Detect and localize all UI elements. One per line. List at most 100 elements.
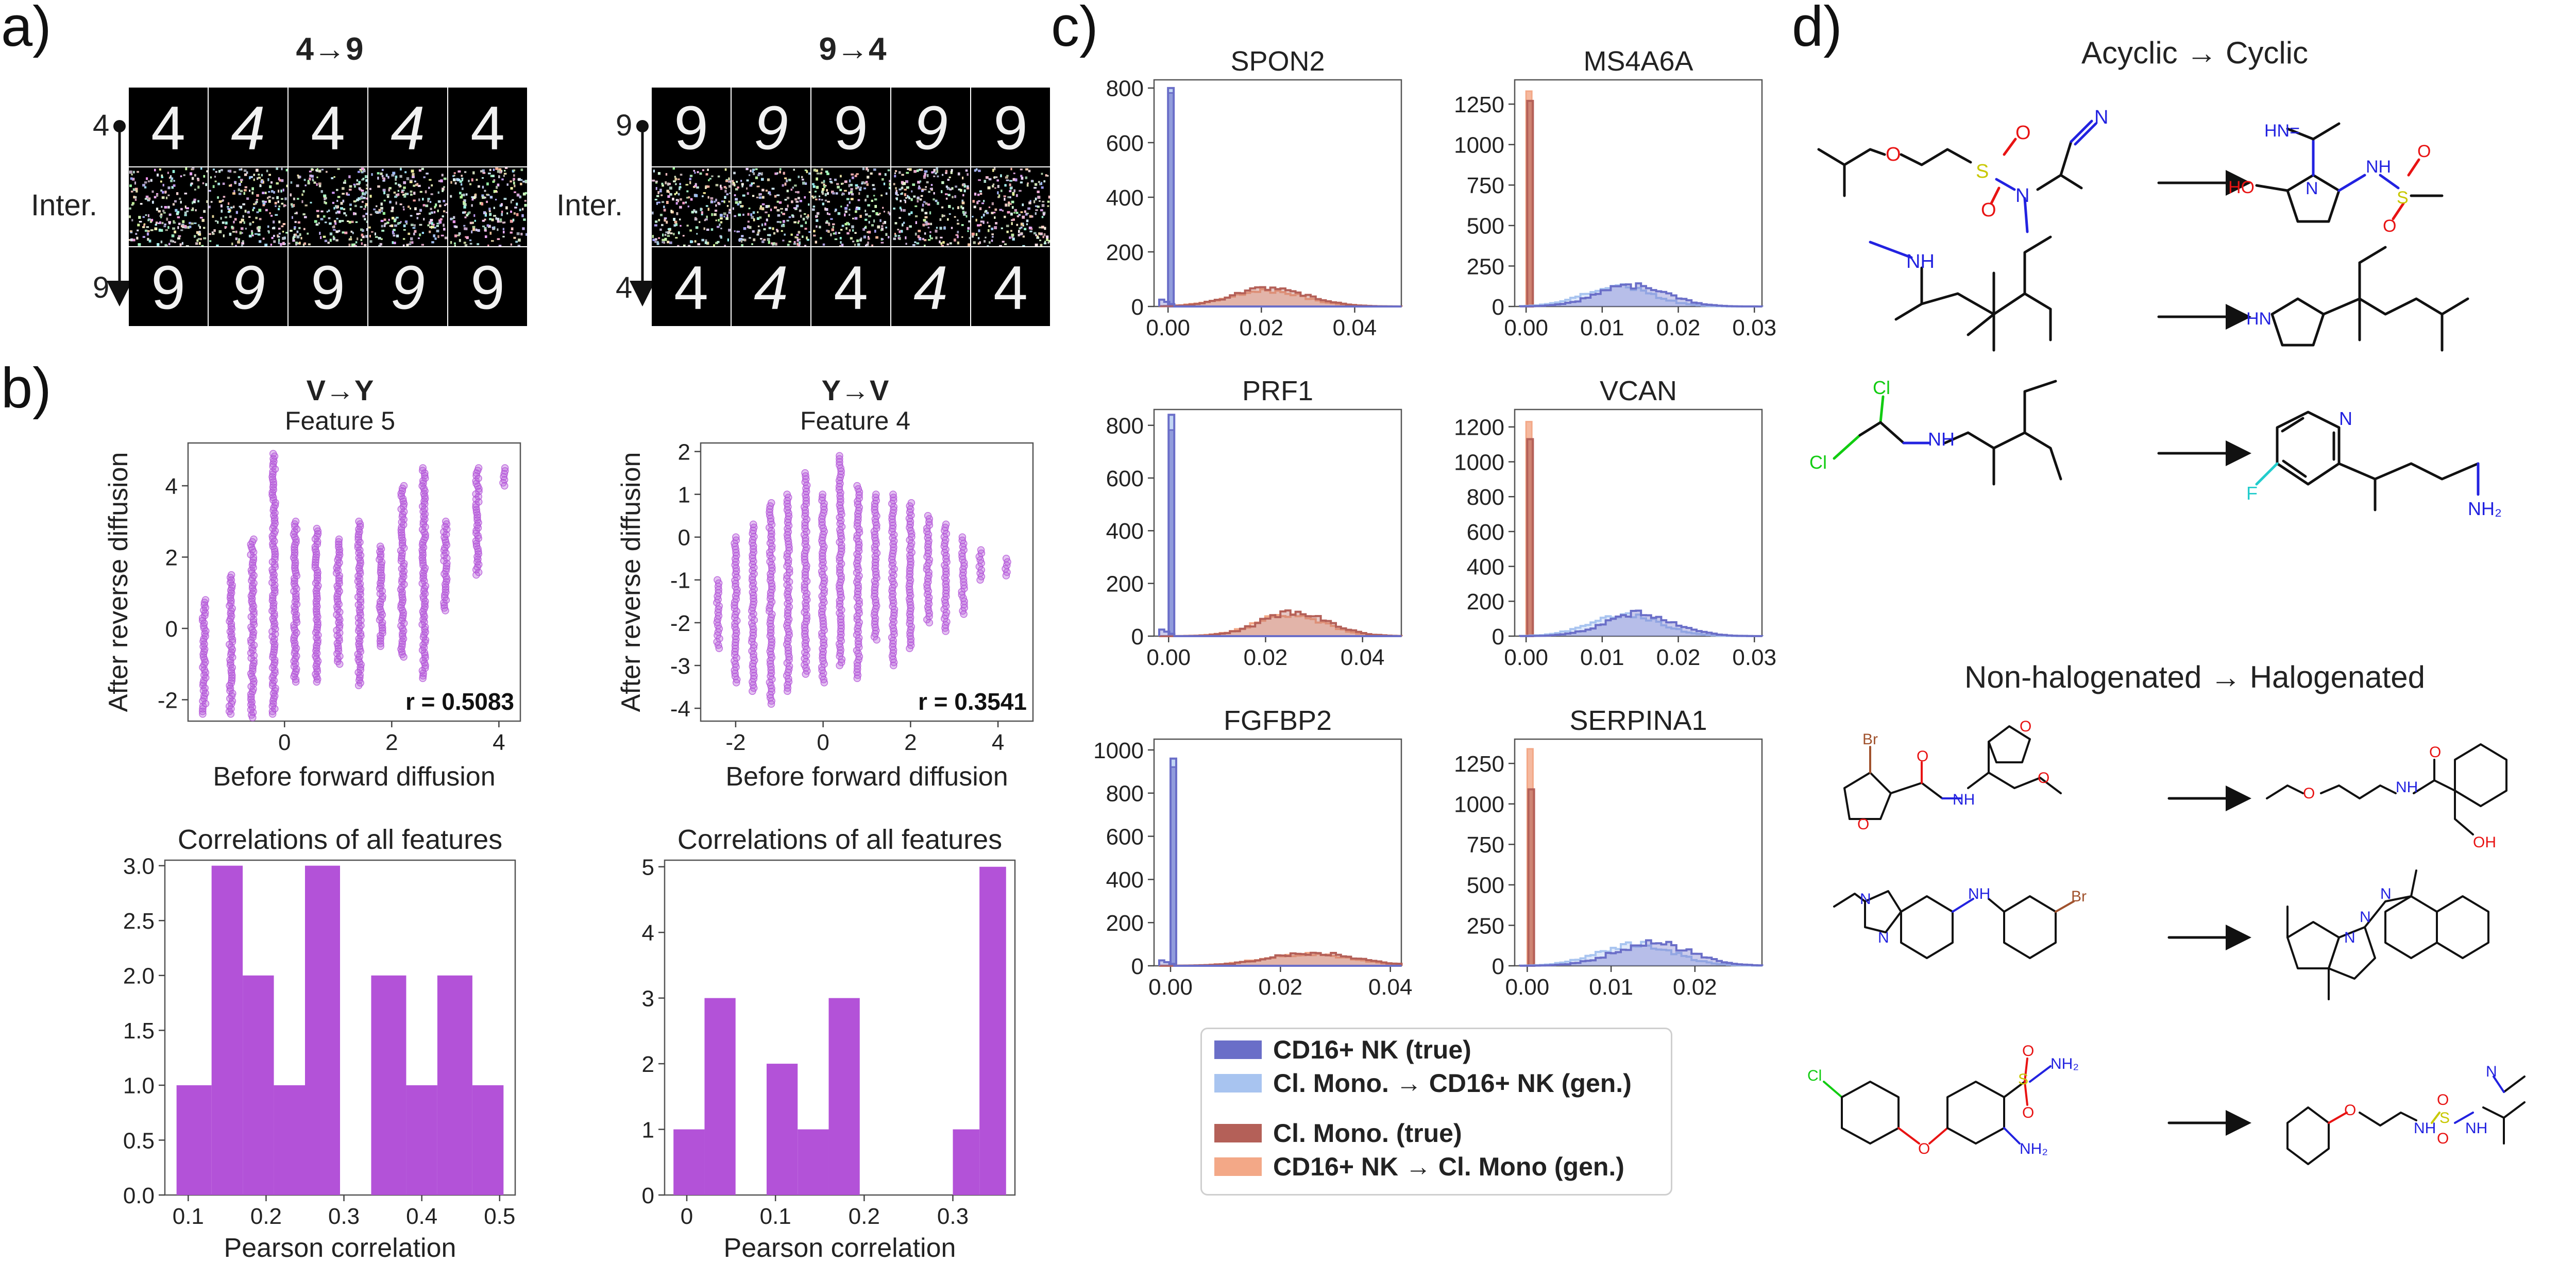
mnist-left-cell: 9 — [209, 247, 287, 326]
scatter-point — [889, 490, 897, 498]
y-tick-label: 0 — [1492, 295, 1504, 320]
d-atom-label: O — [2022, 1104, 2034, 1121]
c-legend-item-nk-true: CD16+ NK (true) — [1214, 1034, 1471, 1065]
scatter-point — [398, 534, 406, 542]
y-tick-label: 1000 — [1454, 450, 1504, 475]
scatter-point — [334, 647, 343, 655]
c-legend-label-nk-gen: Cl. Mono. → CD16+ NK (gen.) — [1273, 1069, 1632, 1098]
mnist-left-cell — [209, 167, 287, 246]
x-tick-label: 0.2 — [250, 1204, 282, 1229]
hist-bar — [211, 865, 243, 1195]
scatter-point — [819, 490, 826, 498]
c-hist-prf1: PRF1 0.00 0.02 0.04 0 200 400 600 800 — [1106, 376, 1403, 670]
scatter-point — [335, 551, 344, 559]
d-atom-label: NH — [1968, 885, 1990, 902]
x-tick-label: 0.04 — [1341, 645, 1385, 670]
correlation-annotation: r = 0.3541 — [918, 688, 1027, 715]
scatter-point — [440, 557, 448, 565]
y-tick-label: 0 — [1492, 954, 1504, 979]
panel-a-left-top-label: 4 — [93, 109, 110, 142]
scatter-point — [355, 642, 363, 651]
plot-frame — [187, 442, 521, 722]
y-tick-label: 2.0 — [123, 964, 155, 989]
scatter-point — [472, 501, 480, 508]
scatter-point — [942, 520, 950, 528]
x-axis-label: Before forward diffusion — [725, 762, 1008, 792]
scatter-point — [354, 536, 362, 543]
plot-frame — [1153, 408, 1402, 637]
scatter-point — [836, 452, 843, 460]
y-tick-label: 200 — [1106, 911, 1144, 936]
y-tick-label: 0 — [1131, 624, 1144, 650]
y-tick-label: 4 — [642, 920, 654, 946]
y-tick-label: 2.5 — [123, 909, 155, 934]
d-atom-label: HN — [2246, 309, 2272, 329]
scatter-point — [907, 499, 916, 507]
panel-label-d: d) — [1792, 0, 1842, 58]
scatter-point — [377, 569, 385, 577]
mnist-right-cell: 4 — [652, 247, 731, 326]
y-tick-label: 0 — [678, 525, 690, 551]
y-tick-label: 800 — [1106, 414, 1144, 439]
scatter-point — [271, 553, 279, 561]
mnist-right-cell — [891, 167, 970, 246]
y-tick-label: 800 — [1106, 781, 1144, 807]
scatter-point — [378, 626, 386, 635]
x-tick-label: 0.4 — [406, 1204, 437, 1229]
scatter-point — [398, 541, 406, 550]
c-legend-swatch-mono-true — [1214, 1124, 1262, 1142]
y-tick-label: 600 — [1106, 466, 1144, 491]
d-atom-label: Cl — [1809, 452, 1827, 473]
d-atom-label: S — [1976, 161, 1989, 182]
scatter-point — [228, 676, 236, 685]
plot-frame — [1514, 408, 1763, 637]
scatter-point — [801, 469, 809, 477]
scatter-point — [335, 577, 343, 585]
x-tick-label: 0.02 — [1244, 645, 1288, 670]
mnist-right-cell: 9 — [732, 88, 810, 166]
d-atom-label: O — [1981, 199, 1996, 221]
scatter-point — [291, 567, 299, 575]
hist-bar — [176, 1085, 212, 1195]
y-tick-label: 600 — [1467, 520, 1504, 545]
mnist-left-cell — [289, 167, 367, 246]
y-tick-label: 1000 — [1454, 133, 1504, 158]
scatter-point — [379, 629, 386, 637]
scatter-point — [419, 464, 427, 472]
mnist-left-cell — [129, 167, 208, 246]
hist-bar — [766, 1064, 798, 1195]
x-tick-label: 2 — [904, 730, 917, 755]
x-tick-label: 0.00 — [1504, 645, 1548, 670]
mnist-right-digit: 4 — [754, 253, 788, 322]
mnist-left-cell: 9 — [289, 247, 367, 326]
y-tick-label: 600 — [1106, 131, 1144, 156]
mnist-right-digit: 9 — [754, 93, 788, 162]
plot-frame — [1153, 79, 1402, 308]
mnist-right-digit: 9 — [993, 93, 1028, 162]
spike-bar — [1526, 99, 1534, 308]
d-atom-label: O — [1886, 144, 1901, 165]
y-tick-label: 400 — [1467, 554, 1504, 579]
scatter-point — [398, 593, 406, 601]
d-mol-4-reactant — [1843, 725, 2062, 820]
mnist-left-digit: 4 — [311, 93, 345, 162]
d-mol-2-reactant — [1869, 235, 2052, 352]
scatter-point — [1002, 555, 1010, 562]
d-mol-6-product — [2286, 1076, 2526, 1165]
scatter-point — [442, 586, 450, 593]
y-axis-label: After reverse diffusion — [616, 452, 646, 712]
x-tick-label: 0.04 — [1368, 975, 1413, 1000]
y-tick-label: -3 — [670, 654, 690, 679]
scatter-point — [443, 578, 450, 586]
scatter-point — [292, 518, 300, 525]
y-tick-label: 0 — [642, 1183, 654, 1208]
scatter-point — [313, 574, 321, 582]
b-left-scatter-plot: 0 2 4 -2 0 2 4 r = 0.5083 Before forward diffusi… — [104, 442, 521, 792]
scatter-point — [924, 511, 932, 520]
spike-bar — [1167, 92, 1175, 308]
hist-bar — [305, 865, 340, 1195]
scatter-point — [249, 680, 258, 688]
hist-series — [1519, 941, 1764, 967]
y-tick-label: 1.5 — [123, 1018, 155, 1044]
